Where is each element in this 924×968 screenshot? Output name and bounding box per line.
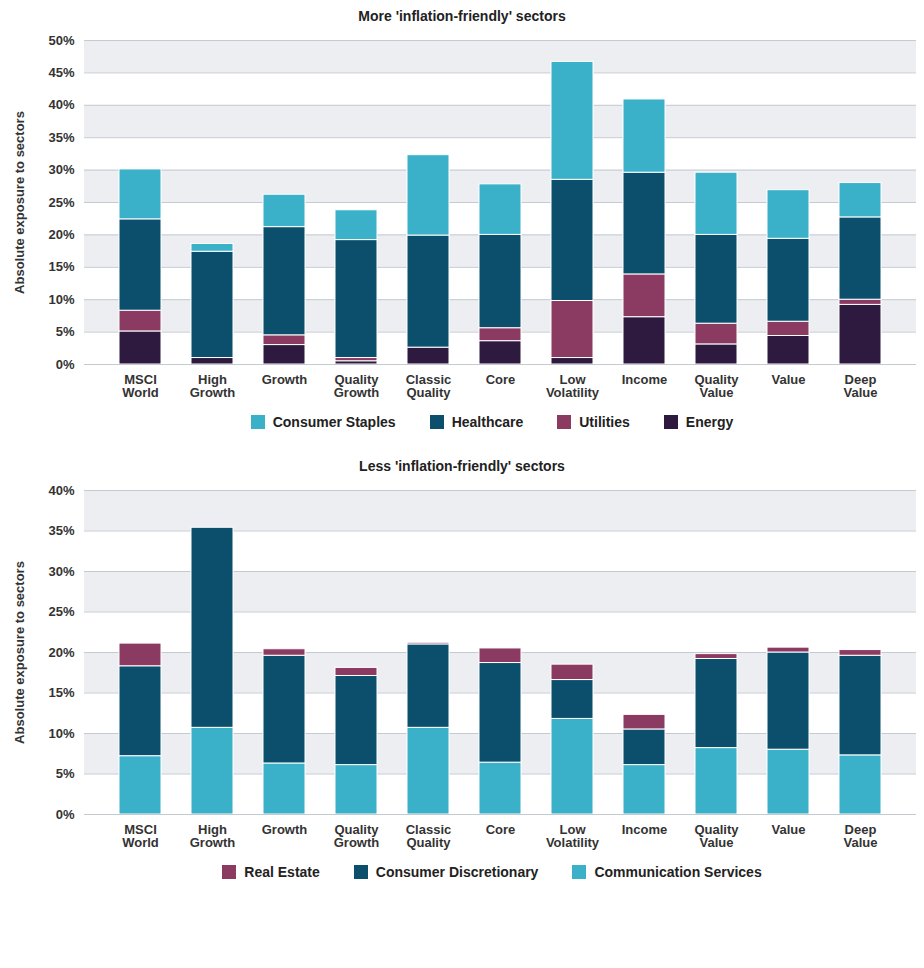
html-text:More 'inflation-friendly' sect: More 'inflation-friendly' sectors [358,8,566,24]
svg-text:HighGrowth: HighGrowth [190,372,236,400]
svg-text:50%: 50% [48,33,74,48]
svg-text:Value: Value [772,372,806,387]
html-text:Consumer Discretionary: Consumer Discretionary [375,864,539,880]
svg-text:45%: 45% [48,65,74,80]
svg-text:40%: 40% [48,483,74,498]
svg-text:Value: Value [772,822,806,837]
html-text:Real Estate: Real Estate [244,864,320,880]
svg-text:LowVolatility: LowVolatility [546,372,600,400]
svg-text:5%: 5% [56,324,75,339]
svg-text:25%: 25% [48,195,74,210]
svg-text:HighGrowth: HighGrowth [190,822,236,850]
svg-text:QualityValue: QualityValue [694,372,739,400]
svg-text:35%: 35% [48,130,74,145]
html-text:Less 'inflation-friendly' sect: Less 'inflation-friendly' sectors [359,458,565,474]
svg-text:DeepValue: DeepValue [844,372,878,400]
svg-text:Absolute exposure to sectors: Absolute exposure to sectors [12,111,27,294]
svg-text:15%: 15% [48,685,74,700]
html-text:Healthcare: Healthcare [451,414,524,430]
svg-text:QualityValue: QualityValue [694,822,739,850]
svg-text:40%: 40% [48,97,74,112]
svg-text:5%: 5% [56,766,75,781]
svg-text:Growth: Growth [262,822,308,837]
svg-text:Core: Core [486,822,516,837]
svg-text:Core: Core [486,372,516,387]
svg-text:20%: 20% [48,227,74,242]
svg-text:Growth: Growth [262,372,308,387]
svg-text:QualityGrowth: QualityGrowth [334,822,380,850]
html-text:Energy: Energy [685,414,734,430]
svg-text:Income: Income [622,822,668,837]
svg-text:30%: 30% [48,162,74,177]
html-text:Consumer Staples: Consumer Staples [272,414,396,430]
svg-text:30%: 30% [48,564,74,579]
svg-text:10%: 10% [48,726,74,741]
svg-text:Absolute exposure to sectors: Absolute exposure to sectors [12,561,27,744]
html-text:Communication Services: Communication Services [594,864,762,880]
svg-text:Income: Income [622,372,668,387]
svg-text:DeepValue: DeepValue [844,822,878,850]
svg-text:MSCIWorld: MSCIWorld [122,372,159,400]
svg-text:ClassicQuality: ClassicQuality [406,822,452,850]
svg-text:QualityGrowth: QualityGrowth [334,372,380,400]
svg-text:10%: 10% [48,292,74,307]
html-text:Utilities: Utilities [579,414,630,430]
svg-text:25%: 25% [48,604,74,619]
svg-text:LowVolatility: LowVolatility [546,822,600,850]
svg-text:ClassicQuality: ClassicQuality [406,372,452,400]
svg-text:15%: 15% [48,259,74,274]
svg-text:0%: 0% [56,807,75,822]
svg-text:MSCIWorld: MSCIWorld [122,822,159,850]
svg-text:20%: 20% [48,645,74,660]
svg-text:0%: 0% [56,357,75,372]
svg-text:35%: 35% [48,523,74,538]
